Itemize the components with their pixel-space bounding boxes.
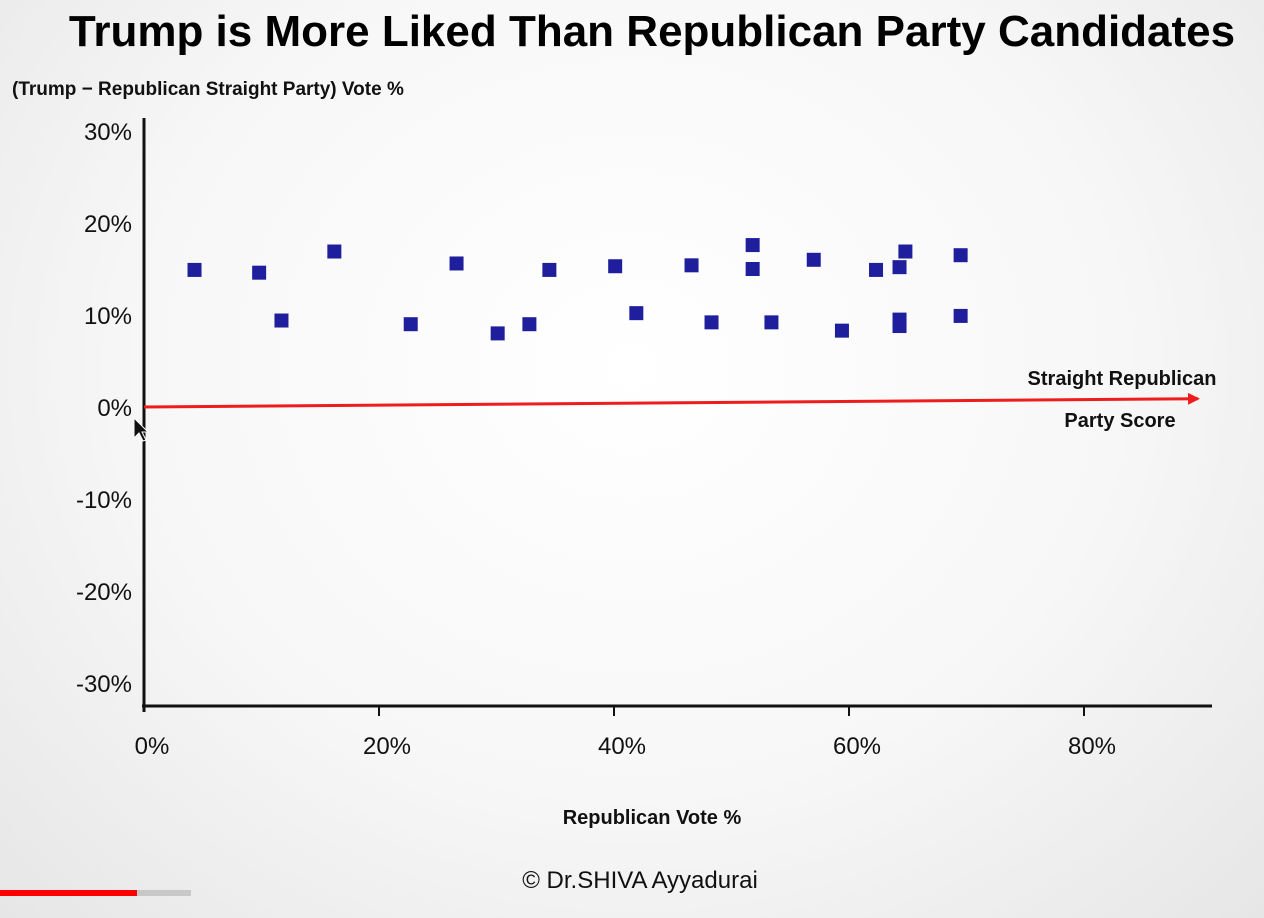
copyright-text: © Dr.SHIVA Ayyadurai	[522, 867, 758, 894]
reference-label-line1: Straight Republican	[1028, 368, 1217, 390]
scatter-point	[629, 306, 644, 321]
scatter-point	[898, 244, 913, 259]
y-tick-label: 10%	[84, 303, 132, 330]
scatter-point	[834, 323, 849, 338]
chart-title: Trump is More Liked Than Republican Part…	[69, 7, 1235, 56]
scatter-point	[892, 319, 907, 334]
scatter-point	[953, 308, 968, 323]
x-tick-label: 0%	[135, 733, 170, 760]
scatter-point	[274, 313, 289, 328]
scatter-point	[704, 315, 719, 330]
scatter-point	[869, 262, 884, 277]
scatter-point	[608, 259, 623, 274]
y-tick-labels: 30% 20% 10% 0% -10% -20% -30%	[76, 119, 132, 698]
x-tick-marks	[378, 706, 1085, 716]
x-tick-label: 40%	[598, 733, 646, 760]
scatter-point	[403, 317, 418, 332]
x-tick-label: 20%	[363, 733, 411, 760]
video-progress-bar[interactable]	[0, 890, 1264, 896]
scatter-point	[449, 256, 464, 271]
scatter-point	[892, 260, 907, 275]
y-tick-label: -10%	[76, 487, 132, 514]
scatter-point	[327, 244, 342, 259]
progress-played	[0, 890, 137, 896]
reference-label-line2: Party Score	[1064, 410, 1175, 432]
x-tick-label: 60%	[833, 733, 881, 760]
scatter-point	[490, 326, 505, 341]
y-tick-label: 30%	[84, 119, 132, 146]
x-tick-label: 80%	[1068, 733, 1116, 760]
scatter-point	[542, 262, 557, 277]
straight-party-reference-arrow	[143, 392, 1200, 409]
y-tick-label: 0%	[97, 395, 132, 422]
y-tick-label: 20%	[84, 211, 132, 238]
x-axis-label: Republican Vote %	[563, 807, 742, 829]
scatter-point	[684, 258, 699, 273]
data-points	[187, 238, 968, 341]
scatter-point	[187, 262, 202, 277]
scatter-point	[953, 248, 968, 263]
scatter-point	[252, 265, 267, 280]
y-tick-label: -20%	[76, 579, 132, 606]
x-tick-labels: 0% 20% 40% 60% 80%	[135, 733, 1116, 760]
scatter-point	[522, 317, 537, 332]
y-tick-label: -30%	[76, 671, 132, 698]
scatter-point	[745, 262, 760, 276]
mouse-cursor-icon	[133, 416, 150, 442]
y-axis-label: (Trump − Republican Straight Party) Vote…	[12, 79, 404, 100]
progress-buffered	[136, 890, 191, 896]
scatter-point	[806, 252, 821, 267]
scatter-point	[764, 315, 779, 330]
scatter-point	[745, 238, 760, 253]
